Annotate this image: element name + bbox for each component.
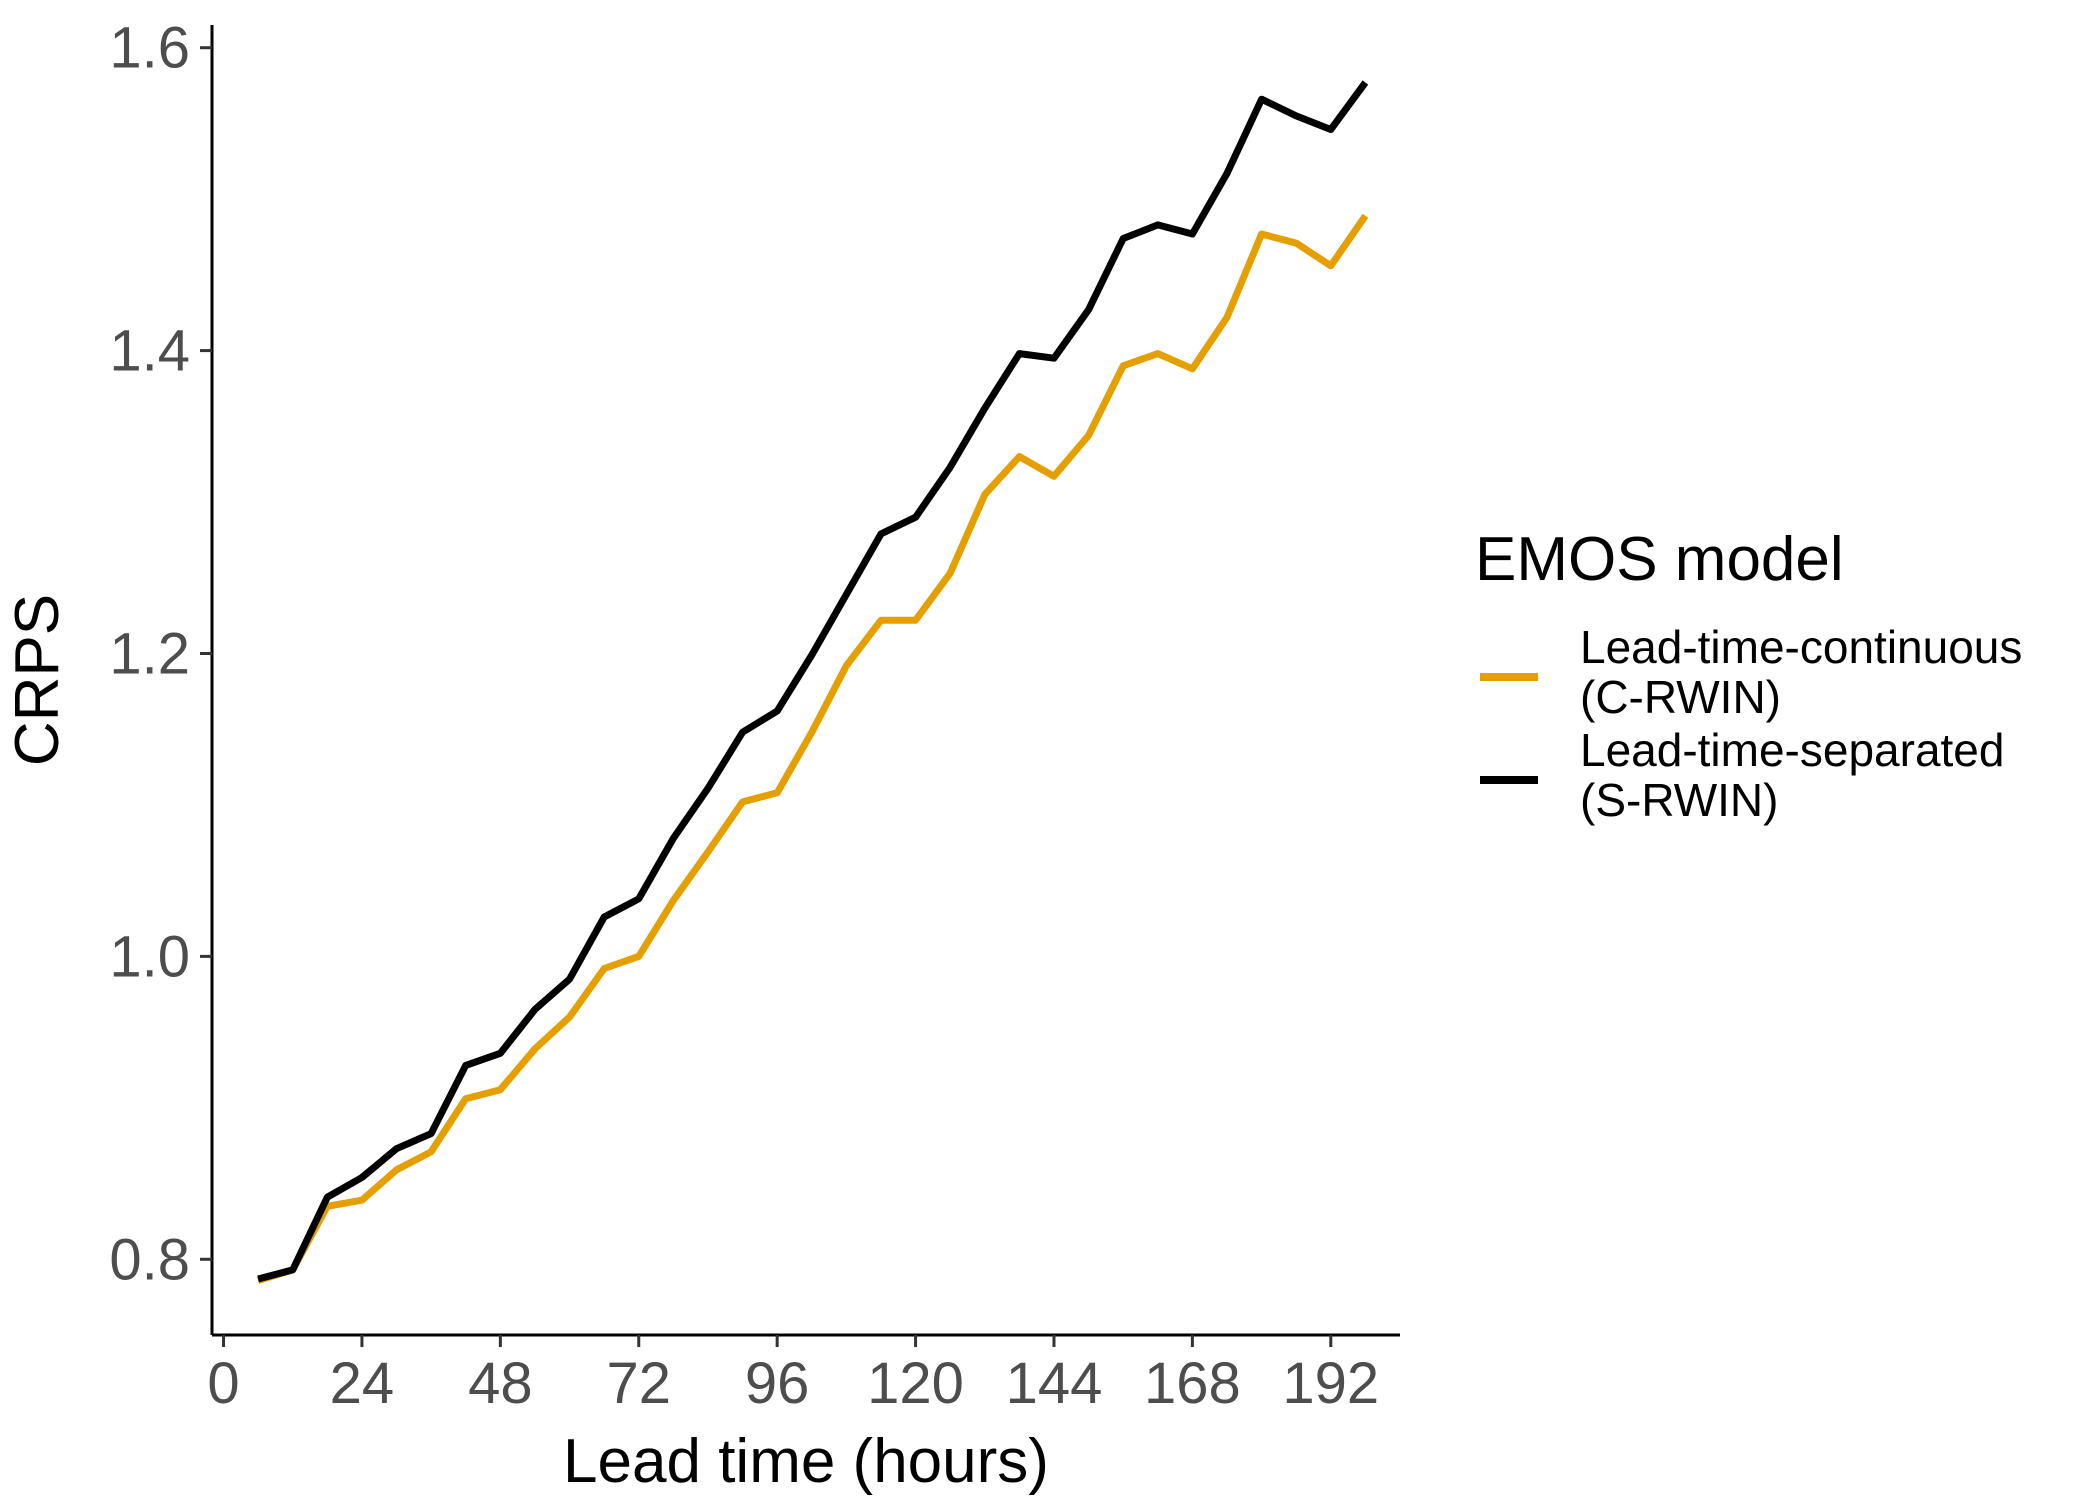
x-tick-label: 96 [745,1351,810,1416]
series-line-s-rwin [257,80,1369,1283]
x-tick-label: 24 [330,1351,395,1416]
legend-title: EMOS model [1475,525,1844,594]
legend: EMOS model Lead-time-continuous(C-RWIN)L… [1475,525,2022,826]
legend-label: (S-RWIN) [1580,774,1778,826]
series-line-c-rwin [257,213,1369,1284]
x-tick-label: 0 [207,1351,239,1416]
y-axis-title: CRPS [3,594,72,766]
x-axis-title: Lead time (hours) [563,1427,1049,1496]
x-axis-ticks: 0 24 48 72 96 120 144 168 192 [207,1335,1379,1416]
y-tick-label: 0.8 [109,1227,190,1292]
x-tick-label: 120 [867,1351,964,1416]
x-tick-label: 168 [1144,1351,1241,1416]
x-tick-label: 48 [468,1351,533,1416]
y-tick-label: 1.6 [109,16,190,81]
y-axis-ticks: 0.8 1.0 1.2 1.4 1.6 [109,16,212,1292]
legend-label: Lead-time-separated [1580,724,2004,776]
y-tick-label: 1.4 [109,319,190,384]
legend-label: (C-RWIN) [1580,671,1781,723]
axes: 0.8 1.0 1.2 1.4 1.6 0 24 48 72 96 120 144 168 192 [109,16,1400,1416]
x-tick-label: 144 [1006,1351,1103,1416]
legend-items: Lead-time-continuous(C-RWIN)Lead-time-se… [1480,621,2022,826]
legend-label: Lead-time-continuous [1580,621,2022,673]
plot-area [257,80,1369,1284]
x-tick-label: 72 [606,1351,671,1416]
y-tick-label: 1.0 [109,924,190,989]
y-tick-label: 1.2 [109,621,190,686]
x-tick-label: 192 [1282,1351,1379,1416]
